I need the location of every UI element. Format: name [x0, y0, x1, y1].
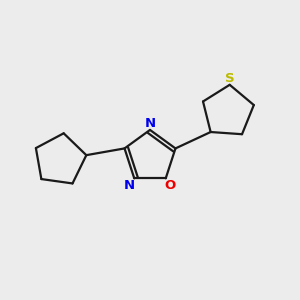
- Text: O: O: [165, 178, 176, 191]
- Text: S: S: [225, 72, 235, 85]
- Text: N: N: [124, 178, 135, 191]
- Text: N: N: [144, 117, 156, 130]
